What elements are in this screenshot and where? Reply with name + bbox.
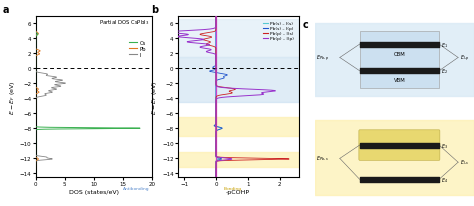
Text: Antibonding: Antibonding bbox=[123, 186, 150, 190]
Y-axis label: $E - E_F$ (eV): $E - E_F$ (eV) bbox=[150, 80, 159, 114]
Text: a: a bbox=[3, 5, 9, 15]
Text: $E_{Pb,s}$: $E_{Pb,s}$ bbox=[316, 154, 329, 163]
Text: $E_1$: $E_1$ bbox=[441, 41, 447, 49]
Y-axis label: $E - E_F$ (eV): $E - E_F$ (eV) bbox=[8, 80, 17, 114]
Legend: Pb(s) – I(s), Pb(s) – I(p), Pb(p) – I(s), Pb(p) – I(p): Pb(s) – I(s), Pb(s) – I(p), Pb(p) – I(s)… bbox=[261, 20, 295, 43]
Bar bbox=[178, 58, 299, 102]
Legend: Cs, Pb, I: Cs, Pb, I bbox=[127, 38, 148, 60]
X-axis label: -pCOHP: -pCOHP bbox=[226, 189, 250, 194]
Text: $E_{I,s}$: $E_{I,s}$ bbox=[460, 158, 469, 166]
FancyBboxPatch shape bbox=[359, 130, 440, 160]
Text: VBM: VBM bbox=[393, 77, 405, 82]
Text: c: c bbox=[302, 20, 308, 30]
Text: b: b bbox=[151, 5, 158, 15]
Text: $E_3$: $E_3$ bbox=[441, 141, 447, 150]
Text: Partial DOS CsPbI$_3$: Partial DOS CsPbI$_3$ bbox=[99, 18, 149, 27]
Text: $E_{Pb,p}$: $E_{Pb,p}$ bbox=[316, 53, 329, 63]
X-axis label: DOS (states/eV): DOS (states/eV) bbox=[69, 189, 118, 194]
Bar bbox=[178, 117, 299, 136]
Text: $E_4$: $E_4$ bbox=[441, 175, 447, 184]
FancyBboxPatch shape bbox=[360, 32, 439, 89]
Text: $E_2$: $E_2$ bbox=[441, 67, 447, 76]
Text: CBM: CBM bbox=[393, 52, 405, 57]
Text: $E_{I,p}$: $E_{I,p}$ bbox=[460, 53, 470, 63]
Text: Bonding: Bonding bbox=[224, 186, 242, 190]
Bar bbox=[178, 20, 299, 58]
Bar bbox=[178, 152, 299, 167]
